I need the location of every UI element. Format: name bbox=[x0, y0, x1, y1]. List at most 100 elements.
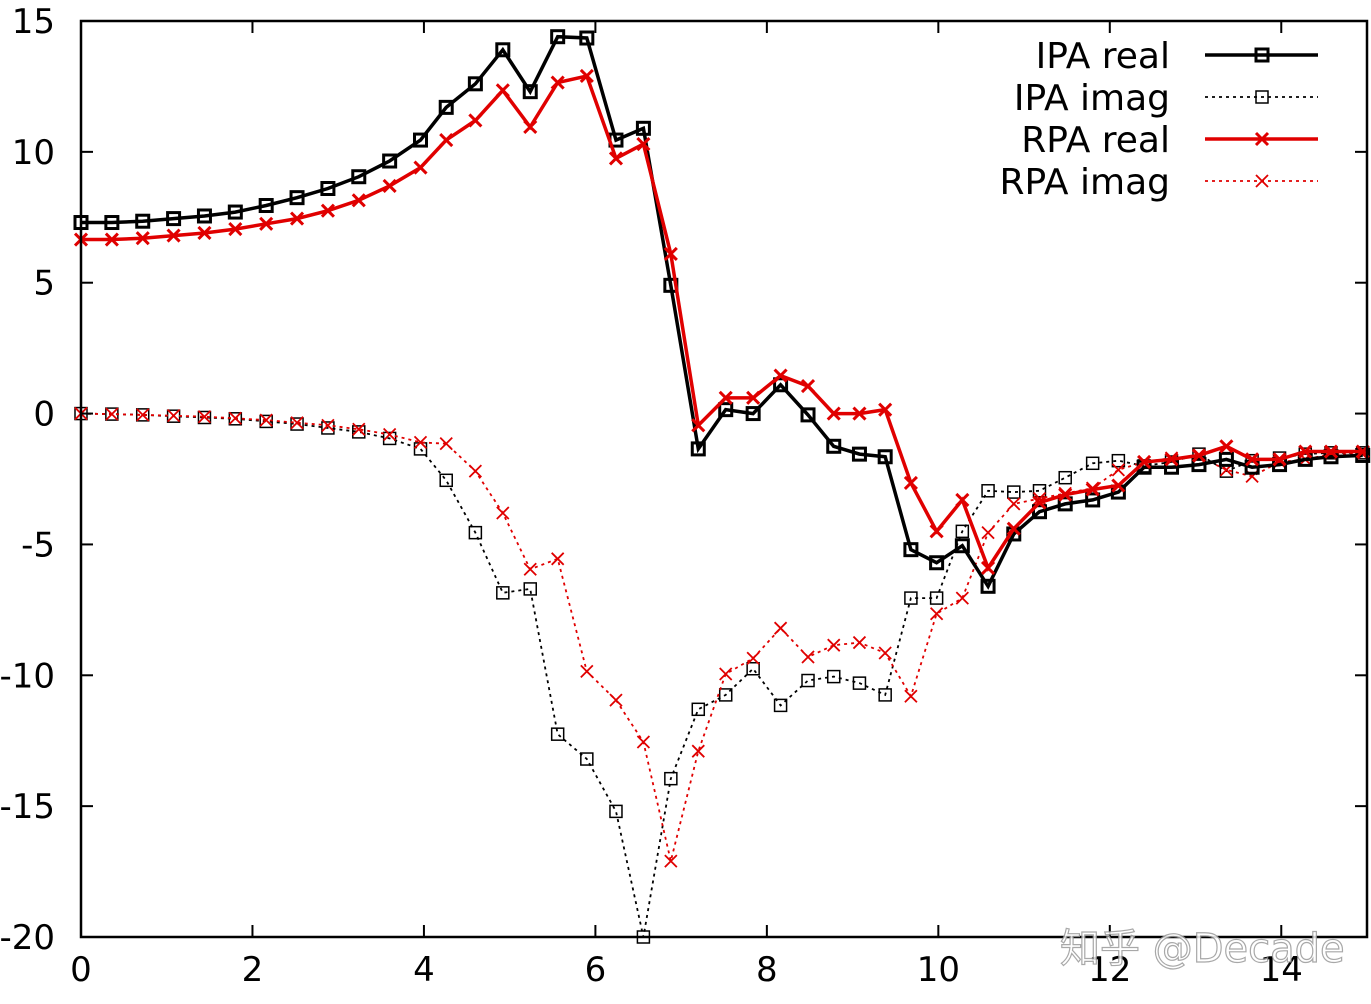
data-point-ipa-imag bbox=[746, 661, 760, 676]
data-point-rpa-real bbox=[351, 193, 366, 208]
data-point-ipa-imag bbox=[352, 425, 366, 439]
data-point-ipa-real bbox=[550, 29, 566, 45]
data-point-rpa-real bbox=[852, 406, 867, 421]
data-point-ipa-imag bbox=[496, 586, 510, 600]
data-point-ipa-real bbox=[773, 377, 789, 393]
data-point-ipa-real bbox=[1057, 496, 1073, 512]
data-point-rpa-real bbox=[1032, 495, 1047, 510]
data-point-ipa-imag bbox=[290, 417, 304, 431]
data-point-ipa-real bbox=[351, 169, 367, 185]
data-point-ipa-real bbox=[745, 406, 761, 422]
data-point-rpa-real bbox=[468, 113, 483, 128]
data-point-rpa-real bbox=[523, 119, 538, 135]
data-point-ipa-real bbox=[438, 99, 454, 115]
data-point-ipa-imag bbox=[718, 688, 733, 702]
x-tick-label: 4 bbox=[413, 950, 435, 990]
legend-item-ipa-imag: IPA imag bbox=[1014, 78, 1318, 119]
data-point-ipa-real bbox=[1191, 457, 1207, 473]
legend-label-ipa-real: IPA real bbox=[1036, 36, 1170, 77]
data-point-rpa-real bbox=[718, 390, 733, 405]
legend-marker-rpa-imag bbox=[1255, 174, 1269, 188]
data-point-rpa-imag bbox=[1007, 497, 1021, 511]
data-point-rpa-real bbox=[746, 390, 761, 405]
data-point-ipa-real bbox=[467, 76, 483, 92]
data-point-ipa-imag bbox=[468, 525, 483, 540]
data-point-rpa-real bbox=[228, 222, 243, 237]
data-point-rpa-real bbox=[691, 418, 706, 433]
series-ipa-real bbox=[73, 29, 1371, 594]
legend-label-rpa-imag: RPA imag bbox=[1000, 162, 1170, 203]
data-point-rpa-imag bbox=[801, 650, 815, 664]
data-point-rpa-imag bbox=[580, 664, 594, 678]
data-point-ipa-imag bbox=[826, 669, 841, 684]
data-point-ipa-imag bbox=[1085, 456, 1100, 471]
data-point-rpa-real bbox=[608, 151, 624, 166]
data-point-rpa-real bbox=[826, 406, 841, 421]
data-point-rpa-imag bbox=[852, 635, 867, 650]
data-point-ipa-real bbox=[954, 538, 970, 554]
data-point-rpa-imag bbox=[197, 410, 212, 424]
data-point-rpa-real bbox=[1137, 454, 1152, 470]
y-tick-label: -5 bbox=[21, 525, 55, 565]
data-point-rpa-real bbox=[1191, 448, 1207, 463]
data-point-ipa-imag bbox=[904, 591, 918, 605]
data-point-ipa-imag bbox=[773, 698, 788, 713]
x-tick-label: 6 bbox=[585, 950, 607, 990]
data-point-rpa-imag bbox=[439, 437, 453, 451]
legend-label-ipa-imag: IPA imag bbox=[1014, 78, 1170, 119]
data-point-ipa-imag bbox=[664, 771, 678, 786]
y-tick-label: -10 bbox=[0, 656, 55, 696]
data-point-rpa-imag bbox=[746, 651, 760, 665]
data-point-ipa-real bbox=[579, 30, 595, 46]
data-point-rpa-real bbox=[1058, 487, 1073, 502]
data-point-ipa-imag bbox=[1111, 453, 1126, 468]
legend-marker-ipa-real bbox=[1254, 47, 1270, 63]
data-point-rpa-real bbox=[878, 402, 893, 417]
data-point-rpa-real bbox=[929, 524, 944, 539]
data-point-ipa-real bbox=[135, 213, 151, 229]
data-point-rpa-real bbox=[320, 203, 335, 218]
data-point-rpa-imag bbox=[773, 621, 788, 635]
data-point-ipa-imag bbox=[550, 727, 565, 741]
data-point-ipa-imag bbox=[382, 431, 397, 446]
data-point-rpa-real bbox=[1272, 452, 1287, 467]
data-point-rpa-real bbox=[289, 211, 305, 226]
series-rpa-imag bbox=[74, 406, 1370, 868]
data-point-ipa-real bbox=[227, 204, 243, 220]
data-point-rpa-imag bbox=[523, 562, 537, 576]
data-point-rpa-imag bbox=[413, 435, 428, 449]
data-point-ipa-imag bbox=[929, 591, 944, 605]
series-line-rpa-imag bbox=[80, 412, 1363, 862]
data-point-rpa-imag bbox=[290, 416, 304, 430]
data-point-rpa-imag bbox=[691, 744, 705, 758]
legend-label-rpa-real: RPA real bbox=[1021, 120, 1170, 161]
data-point-ipa-real bbox=[1218, 451, 1234, 467]
y-tick-label: -15 bbox=[0, 787, 55, 827]
data-point-rpa-real bbox=[495, 83, 510, 98]
data-point-rpa-real bbox=[166, 228, 181, 243]
data-point-rpa-real bbox=[980, 560, 996, 576]
data-point-rpa-real bbox=[1245, 452, 1260, 467]
data-point-rpa-real bbox=[773, 368, 788, 383]
y-tick-label: 15 bbox=[12, 2, 55, 42]
series-line-ipa-real bbox=[81, 34, 1363, 590]
data-point-rpa-imag bbox=[259, 413, 273, 427]
legend-item-rpa-real: RPA real bbox=[1021, 120, 1318, 161]
data-point-ipa-imag bbox=[321, 421, 335, 435]
data-point-ipa-real bbox=[903, 542, 919, 558]
x-tick-label: 0 bbox=[70, 950, 92, 990]
data-point-ipa-imag bbox=[801, 673, 815, 688]
data-point-rpa-imag bbox=[105, 407, 119, 421]
data-point-ipa-real bbox=[851, 446, 867, 462]
data-point-ipa-real bbox=[413, 132, 429, 148]
data-point-rpa-real bbox=[663, 246, 678, 261]
data-point-rpa-real bbox=[382, 178, 397, 193]
series-line-ipa-imag bbox=[80, 412, 1363, 938]
series-layer bbox=[73, 29, 1371, 944]
series-line-rpa-real bbox=[81, 73, 1363, 572]
data-point-ipa-real bbox=[495, 42, 511, 58]
data-point-ipa-imag bbox=[439, 473, 453, 488]
data-point-ipa-imag bbox=[1032, 484, 1047, 498]
data-point-ipa-imag bbox=[197, 410, 212, 425]
data-point-rpa-real bbox=[439, 133, 454, 148]
